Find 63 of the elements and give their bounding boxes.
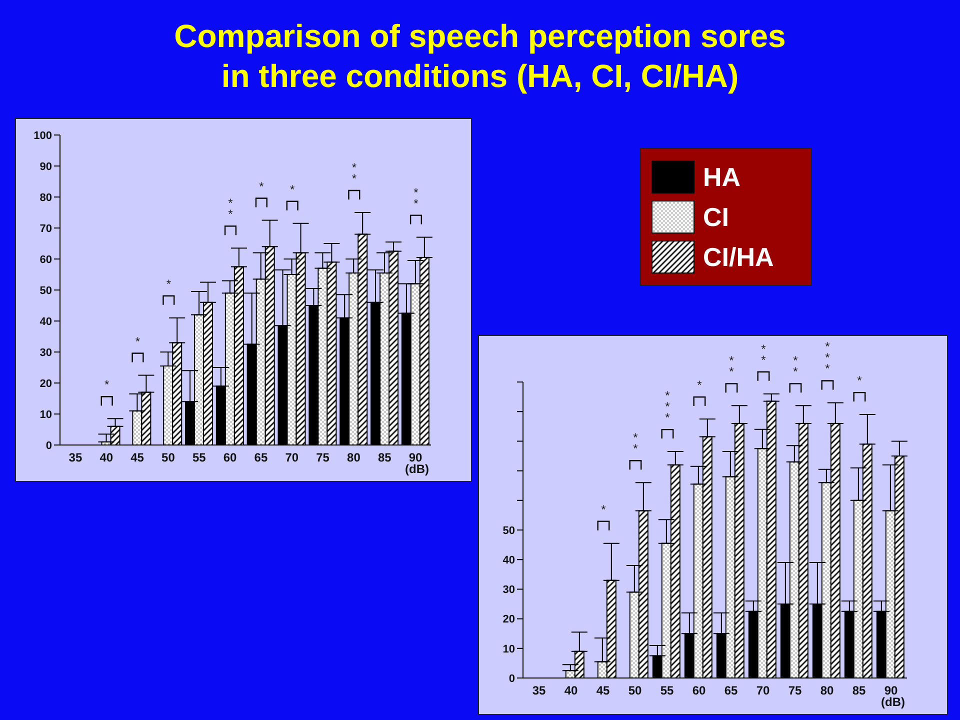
x-tick-label: 70 [756,684,770,698]
y-tick-label: 90 [40,160,52,173]
annotation: * [857,374,862,388]
y-tick-label: 70 [40,222,52,235]
x-tick-label: 75 [788,684,802,698]
x-tick-label: 55 [192,450,206,465]
y-tick-label: 40 [40,316,52,328]
y-tick-label: 80 [40,192,52,204]
y-tick-label: 20 [502,614,515,626]
text: ** [729,354,734,379]
y-tick-label: 0 [46,440,52,452]
annotation: ** [633,430,638,456]
y-tick-label: 30 [502,584,515,596]
x-tick-label: 85 [378,450,392,465]
y-tick-label: 30 [40,346,52,359]
y-tick-label: 100 [34,130,52,142]
x-tick-label: 55 [660,684,674,698]
y-tick-label: 10 [40,408,52,421]
x-tick-label: 35 [68,450,82,465]
y-tick-label: 50 [502,524,515,537]
x-tick-label: 65 [724,684,738,698]
annotation: * [104,378,110,392]
annotation: ** * [665,388,670,425]
annotation: * [290,182,295,196]
x-tick-label: 50 [162,450,176,465]
annotation: ** [352,160,357,186]
x-tick-label: 75 [316,450,330,465]
y-tick-label: 10 [502,643,515,656]
x-tick-label: 90 [884,684,898,698]
annotation: * [166,276,172,291]
x-axis-title: (dB) [405,462,429,476]
x-tick-label: 35 [532,684,546,698]
y-tick-label: 20 [40,378,52,390]
annotation: * [601,502,606,516]
text: * * [793,354,798,379]
text: ** [761,342,766,367]
x-axis-title: (dB) [881,695,905,709]
x-tick-label: 80 [347,450,361,465]
x-tick-label: 85 [852,684,866,698]
annotation: * [697,378,702,392]
annotation: ** [414,185,419,210]
x-tick-label: 60 [692,684,706,698]
y-tick-label: 0 [508,672,515,685]
annotation: * [259,179,264,194]
x-tick-label: 70 [285,450,299,465]
annotation: ** [228,196,234,222]
x-tick-label: 40 [100,450,114,465]
chart-title: Comparison of speech perception sores in three conditions (HA, CI, CI/HA) [173,17,787,96]
y-tick-label: 60 [40,254,52,266]
y-tick-label: 50 [40,284,52,297]
legend-label: HA [703,162,741,192]
legend-label: CI/HA [703,242,774,272]
annotation: * [135,334,140,348]
legend-label: CI [703,202,729,232]
x-tick-label: 50 [628,684,642,698]
x-tick-label: 45 [130,450,144,465]
x-tick-label: 80 [820,684,834,698]
y-tick-label: 40 [502,554,515,567]
x-tick-label: 90 [408,450,423,465]
x-tick-label: 65 [254,450,268,465]
x-tick-label: 40 [564,684,578,698]
x-tick-label: 60 [223,450,238,465]
x-tick-label: 45 [596,684,610,698]
